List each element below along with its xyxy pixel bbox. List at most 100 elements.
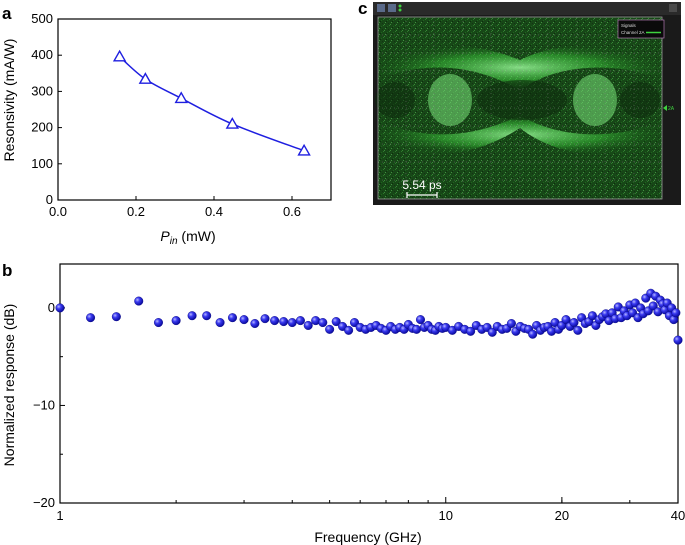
chart-b-point bbox=[153, 318, 163, 328]
chart-b-point bbox=[412, 324, 422, 334]
chart-b-point bbox=[325, 324, 335, 334]
chart-a-xtick-label: 0.0 bbox=[49, 204, 67, 219]
chart-b-point bbox=[466, 326, 476, 336]
chart-a-point bbox=[138, 72, 153, 84]
chart-a-point bbox=[174, 91, 188, 104]
chart-b-axes: 1 10 20 40 0 −10 −20 bbox=[33, 263, 685, 523]
chart-b-point bbox=[303, 320, 313, 330]
chart-a-axes: 0.0 0.2 0.4 0.6 0 100 200 300 400 500 bbox=[31, 11, 332, 219]
chart-b-xtick-label: 10 bbox=[439, 508, 453, 523]
chart-b-xtick-label: 40 bbox=[671, 508, 685, 523]
chart-b-point bbox=[215, 318, 225, 328]
chart-a-ytick-label: 200 bbox=[31, 120, 53, 135]
eye-opening-center bbox=[477, 80, 567, 120]
chart-b-point bbox=[506, 319, 516, 329]
chart-b-point bbox=[673, 335, 683, 345]
scope-legend-channel: Channel 2A bbox=[621, 30, 645, 35]
chart-b-point bbox=[279, 317, 289, 327]
chart-a-series-line bbox=[119, 56, 305, 152]
chart-a-point bbox=[297, 143, 311, 156]
scope-status-led bbox=[398, 4, 402, 8]
chart-b-xtick-label: 20 bbox=[555, 508, 569, 523]
chart-a-ytick-label: 100 bbox=[31, 156, 53, 171]
scope-channel-label: 2A bbox=[668, 106, 675, 112]
chart-a-ytick-label: 300 bbox=[31, 83, 53, 98]
chart-b-xlabel: Frequency (GHz) bbox=[314, 529, 421, 545]
chart-a-points bbox=[112, 49, 311, 156]
chart-b-xtick-label: 1 bbox=[56, 508, 63, 523]
scope-status-led-2 bbox=[398, 8, 402, 12]
chart-b-point bbox=[250, 319, 260, 329]
chart-b-point bbox=[187, 311, 197, 321]
chart-b-point bbox=[202, 311, 212, 321]
chart-a-point bbox=[112, 49, 127, 62]
chart-b-point bbox=[569, 318, 579, 328]
chart-a-xlabel-unit: (mW) bbox=[178, 228, 216, 244]
scope-grid bbox=[378, 17, 662, 199]
chart-b-point bbox=[318, 318, 328, 328]
scope-scalebar bbox=[406, 192, 438, 198]
chart-a-xlabel-main: P bbox=[160, 228, 170, 244]
chart-b-point bbox=[344, 325, 354, 335]
scope-menu-icon-2[interactable] bbox=[388, 4, 396, 12]
eye-upper-band bbox=[378, 45, 662, 90]
eye-crossing-right bbox=[573, 74, 617, 126]
chart-b-frame bbox=[59, 263, 679, 504]
chart-b-ytick-label: −10 bbox=[33, 397, 55, 412]
chart-b-point bbox=[227, 313, 237, 323]
chart-a-xtick-label: 0.2 bbox=[127, 204, 145, 219]
chart-a-ytick-label: 500 bbox=[31, 11, 53, 26]
chart-a-point bbox=[225, 117, 240, 129]
chart-b-point bbox=[55, 303, 65, 313]
eye-diagram bbox=[375, 45, 662, 155]
chart-a-xtick-label: 0.6 bbox=[283, 204, 301, 219]
chart-a-ylabel: Resonsivity (mA/W) bbox=[1, 39, 17, 162]
scope-legend-signals: Signals bbox=[621, 23, 637, 28]
chart-b: 1 10 20 400−10−20 Normalized response (dB) … bbox=[1, 263, 685, 545]
panel-label-c: c bbox=[358, 0, 367, 18]
chart-b-point bbox=[86, 313, 96, 323]
chart-a-ytick-label: 400 bbox=[31, 47, 53, 62]
scope-scalebar-label: 5.54 ps bbox=[402, 178, 441, 192]
chart-a-xtick-label: 0.4 bbox=[205, 204, 223, 219]
panel-label-a: a bbox=[2, 4, 12, 23]
chart-a: 0.0 0.2 0.4 0.6 0 100 200 300 400 500 Resonsivity… bbox=[1, 11, 332, 247]
chart-b-point bbox=[270, 316, 280, 326]
scope-screen-border bbox=[377, 16, 663, 200]
eye-opening-right bbox=[620, 82, 660, 118]
scope-legend: Signals Channel 2A bbox=[617, 19, 665, 39]
chart-b-point bbox=[111, 312, 121, 322]
eye-crossing-left bbox=[428, 74, 472, 126]
scope-panel: Signals Channel 2A 2A 5.54 ps bbox=[373, 2, 681, 205]
chart-b-point bbox=[587, 311, 597, 321]
chart-b-ylabel: Normalized response (dB) bbox=[1, 304, 17, 467]
chart-b-point bbox=[671, 308, 681, 318]
chart-b-point bbox=[561, 315, 571, 325]
chart-b-point bbox=[487, 327, 497, 337]
chart-b-point bbox=[239, 315, 249, 325]
chart-b-point bbox=[573, 325, 583, 335]
chart-b-point bbox=[287, 318, 297, 328]
chart-b-point bbox=[528, 329, 538, 339]
chart-a-line bbox=[119, 56, 305, 152]
scope-menu-icon-1[interactable] bbox=[377, 4, 385, 12]
eye-opening-left bbox=[375, 82, 415, 118]
chart-a-frame bbox=[57, 18, 332, 201]
chart-b-ytick-label: 0 bbox=[48, 300, 55, 315]
chart-a-xlabel-sub: in bbox=[170, 236, 178, 247]
scope-channel-arrow[interactable] bbox=[663, 105, 667, 111]
chart-b-point bbox=[415, 315, 425, 325]
chart-a-xlabel: Pin (mW) bbox=[160, 228, 215, 247]
chart-a-ytick-label: 0 bbox=[46, 192, 53, 207]
chart-b-points bbox=[55, 288, 683, 345]
scope-menubar bbox=[373, 2, 681, 15]
chart-b-point bbox=[648, 301, 658, 311]
panel-label-b: b bbox=[2, 261, 12, 280]
chart-b-point bbox=[134, 296, 144, 306]
chart-b-ytick-label: −20 bbox=[33, 495, 55, 510]
chart-b-point bbox=[171, 316, 181, 326]
chart-b-point bbox=[260, 314, 270, 324]
scope-menu-icon-3[interactable] bbox=[669, 4, 677, 12]
chart-b-point bbox=[331, 317, 341, 327]
